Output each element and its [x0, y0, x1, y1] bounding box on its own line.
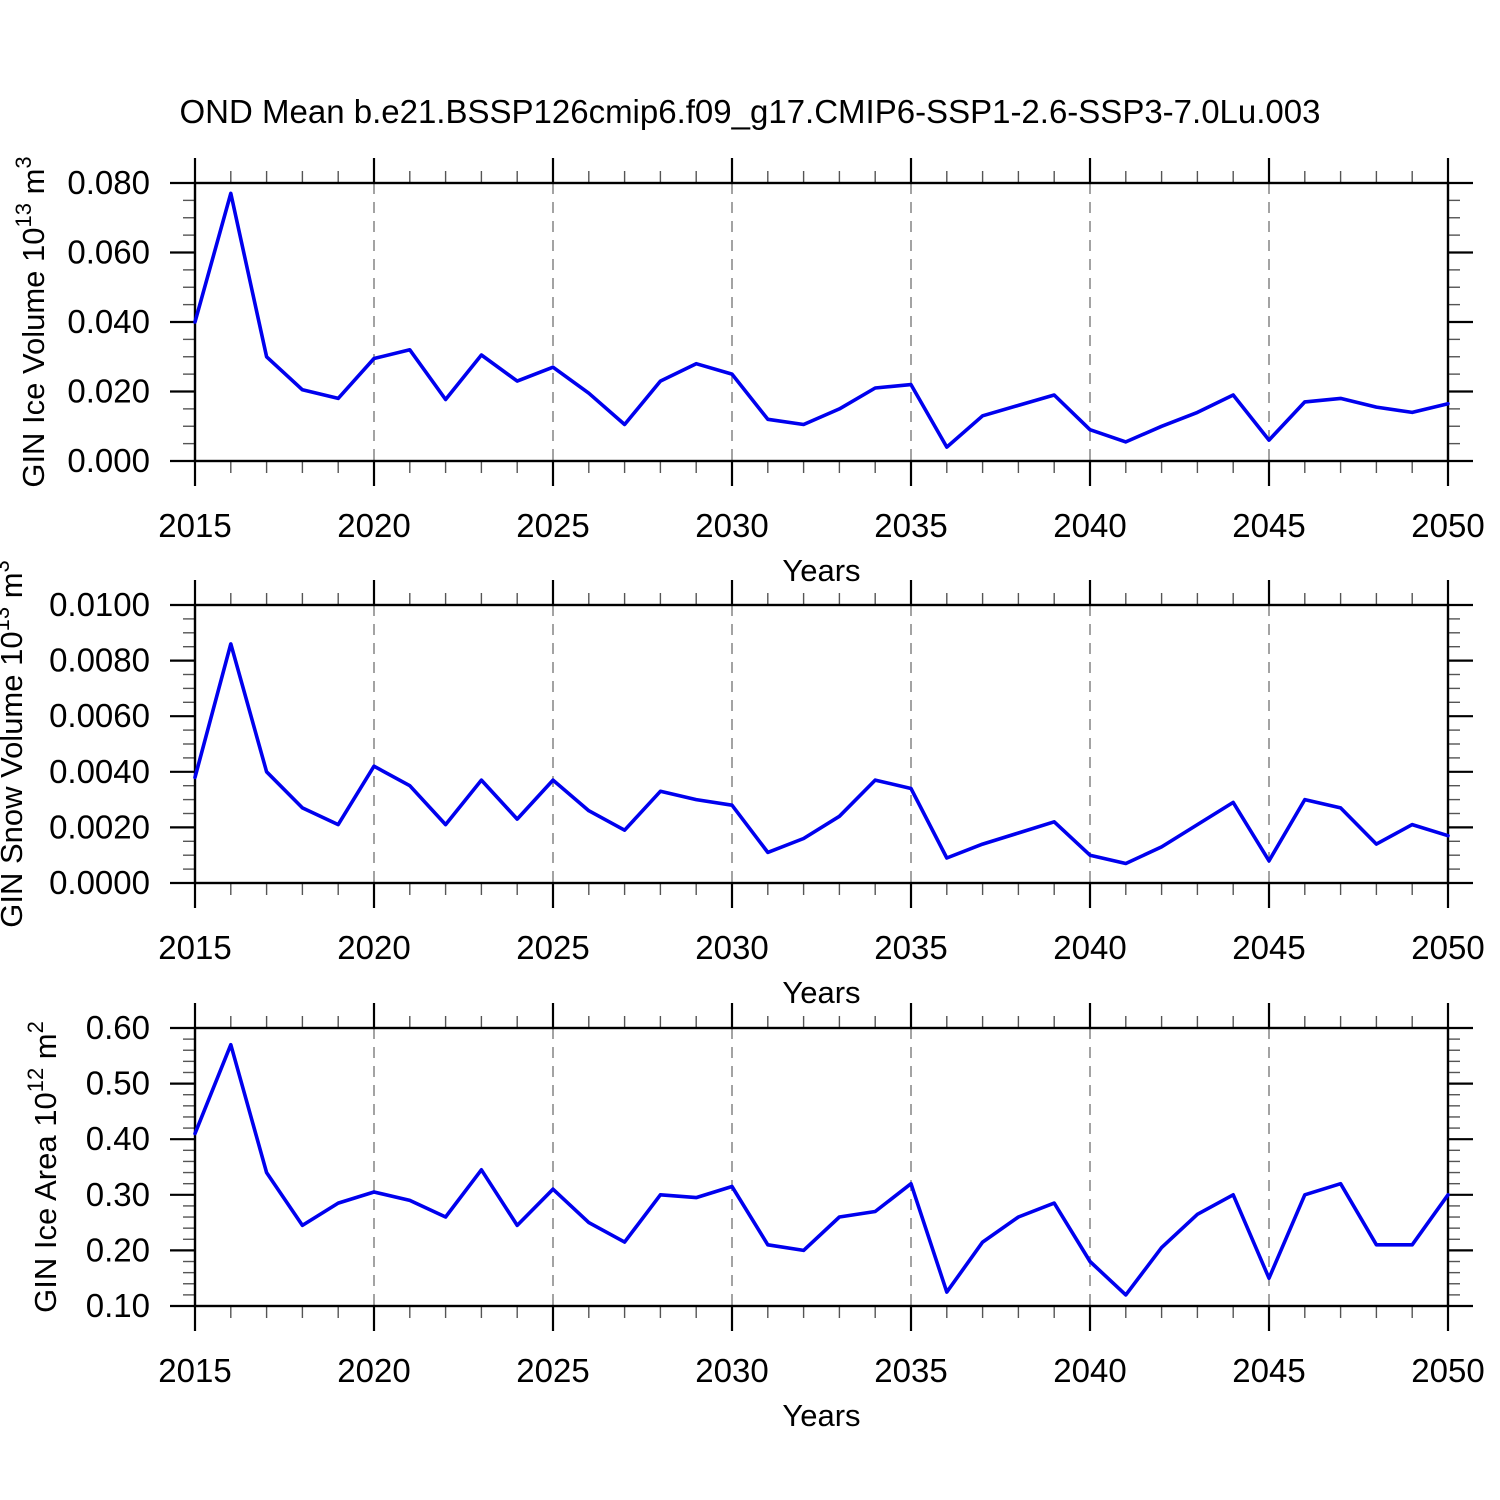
subplot-3: 0.10 0.20 0.30 0.40 0.50 0.60 2015 2020 2025 2030… — [23, 1003, 1485, 1433]
y-tick-label: 0.040 — [67, 303, 150, 340]
x-tick-label: 2030 — [695, 1352, 768, 1389]
tick-marks — [170, 158, 1473, 486]
data-series-line — [193, 642, 1450, 866]
y-tick-label: 0.060 — [67, 234, 150, 271]
y-tick-label: 0.0100 — [49, 586, 150, 623]
y-tick-label: 0.0080 — [49, 642, 150, 679]
x-tick-label: 2035 — [874, 929, 947, 966]
y-axis-title: GIN Ice Volume 1013 m3 — [11, 156, 51, 487]
x-tick-label: 2050 — [1411, 1352, 1484, 1389]
y-tick-label: 0.080 — [67, 164, 150, 201]
plot-box — [193, 181, 1450, 463]
x-tick-label: 2040 — [1053, 929, 1126, 966]
y-tick-label: 0.20 — [86, 1231, 150, 1268]
x-tick-label: 2020 — [337, 507, 410, 544]
x-tick-labels: 2015 2020 2025 2030 2035 2040 2045 2050 — [158, 1352, 1484, 1389]
x-axis-title: Years — [782, 553, 860, 588]
plot-box — [193, 1026, 1450, 1308]
x-tick-label: 2045 — [1232, 1352, 1305, 1389]
gridlines — [373, 605, 1270, 883]
x-axis-title: Years — [782, 1398, 860, 1433]
y-tick-labels: 0.0000 0.0020 0.0040 0.0060 0.0080 0.0100 — [49, 586, 150, 901]
y-tick-label: 0.40 — [86, 1120, 150, 1157]
y-tick-label: 0.30 — [86, 1176, 150, 1213]
x-tick-label: 2025 — [516, 507, 589, 544]
y-tick-labels: 0.10 0.20 0.30 0.40 0.50 0.60 — [86, 1009, 150, 1324]
y-tick-label: 0.0040 — [49, 753, 150, 790]
tick-marks — [170, 580, 1473, 908]
y-axis-title: GIN Snow Volume 1013 m3 — [0, 560, 29, 928]
x-axis-title: Years — [782, 975, 860, 1010]
subplot-1: 0.000 0.020 0.040 0.060 0.080 2015 2020 2025 203… — [11, 156, 1485, 588]
y-tick-labels: 0.000 0.020 0.040 0.060 0.080 — [67, 164, 150, 479]
gridlines — [373, 183, 1270, 461]
y-tick-label: 0.0000 — [49, 864, 150, 901]
y-tick-label: 0.000 — [67, 442, 150, 479]
data-series-line — [193, 1042, 1450, 1297]
y-tick-label: 0.60 — [86, 1009, 150, 1046]
x-tick-label: 2045 — [1232, 929, 1305, 966]
y-tick-label: 0.50 — [86, 1065, 150, 1102]
tick-marks — [170, 1003, 1473, 1331]
y-axis-title: GIN Ice Area 1012 m2 — [23, 1021, 63, 1313]
x-tick-label: 2025 — [516, 929, 589, 966]
y-tick-label: 0.020 — [67, 373, 150, 410]
y-tick-label: 0.0060 — [49, 697, 150, 734]
x-tick-label: 2015 — [158, 507, 231, 544]
x-tick-labels: 2015 2020 2025 2030 2035 2040 2045 2050 — [158, 507, 1484, 544]
x-tick-label: 2035 — [874, 1352, 947, 1389]
x-tick-label: 2050 — [1411, 507, 1484, 544]
x-tick-label: 2015 — [158, 929, 231, 966]
data-series-line — [193, 191, 1450, 449]
x-tick-label: 2035 — [874, 507, 947, 544]
x-tick-label: 2030 — [695, 929, 768, 966]
plot-box — [193, 603, 1450, 885]
chart-title: OND Mean b.e21.BSSP126cmip6.f09_g17.CMIP… — [180, 93, 1321, 130]
x-tick-label: 2050 — [1411, 929, 1484, 966]
x-tick-label: 2020 — [337, 929, 410, 966]
y-tick-label: 0.10 — [86, 1287, 150, 1324]
y-tick-label: 0.0020 — [49, 808, 150, 845]
x-tick-label: 2015 — [158, 1352, 231, 1389]
x-tick-label: 2020 — [337, 1352, 410, 1389]
x-tick-label: 2025 — [516, 1352, 589, 1389]
gridlines — [373, 1028, 1270, 1306]
x-tick-label: 2040 — [1053, 507, 1126, 544]
x-tick-label: 2040 — [1053, 1352, 1126, 1389]
subplot-2: 0.0000 0.0020 0.0040 0.0060 0.0080 0.0100 2015… — [0, 560, 1485, 1010]
x-tick-label: 2030 — [695, 507, 768, 544]
x-tick-labels: 2015 2020 2025 2030 2035 2040 2045 2050 — [158, 929, 1484, 966]
x-tick-label: 2045 — [1232, 507, 1305, 544]
